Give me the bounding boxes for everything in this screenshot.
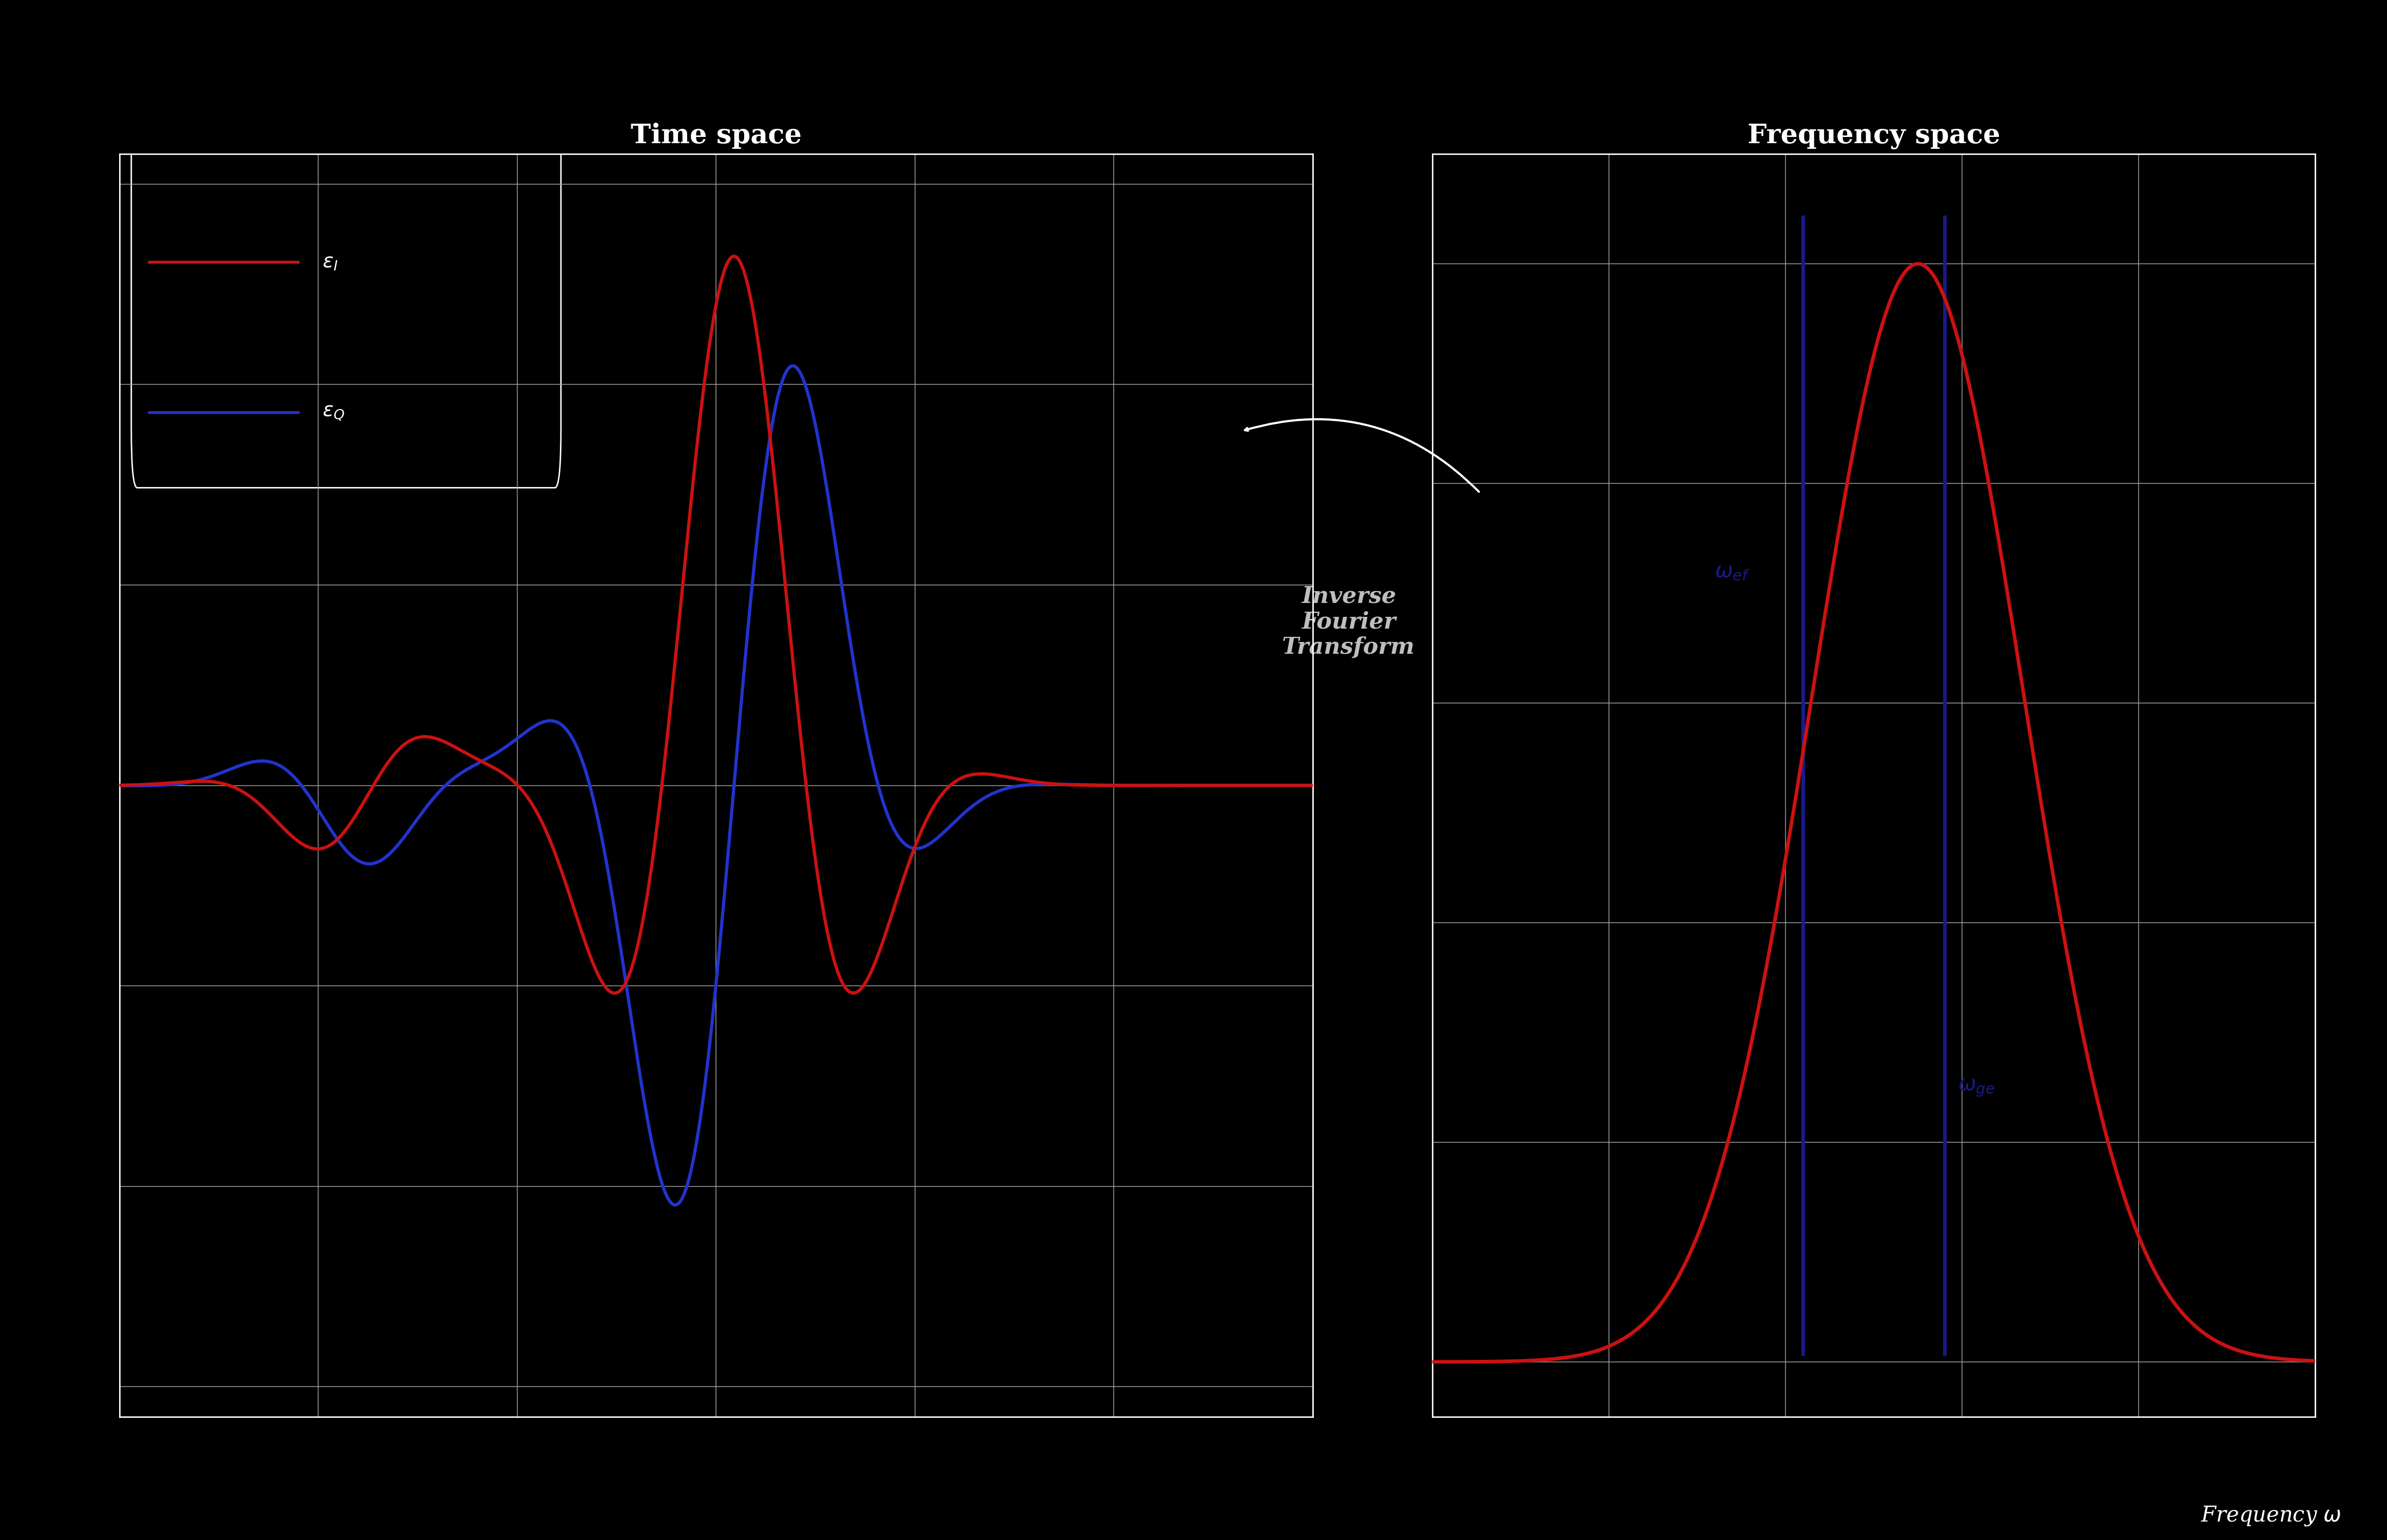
Title: Time space: Time space xyxy=(630,123,802,149)
Text: $\epsilon_I$: $\epsilon_I$ xyxy=(322,253,339,271)
Title: Frequency space: Frequency space xyxy=(1747,123,2000,149)
Text: Frequency $\omega$: Frequency $\omega$ xyxy=(2201,1505,2342,1528)
Text: $\omega_{ef}$: $\omega_{ef}$ xyxy=(1714,561,1750,582)
Text: Inverse
Fourier
Transform: Inverse Fourier Transform xyxy=(1282,585,1415,659)
Text: $\epsilon_Q$: $\epsilon_Q$ xyxy=(322,403,344,422)
Text: $\omega_{ge}$: $\omega_{ge}$ xyxy=(1957,1076,1996,1098)
